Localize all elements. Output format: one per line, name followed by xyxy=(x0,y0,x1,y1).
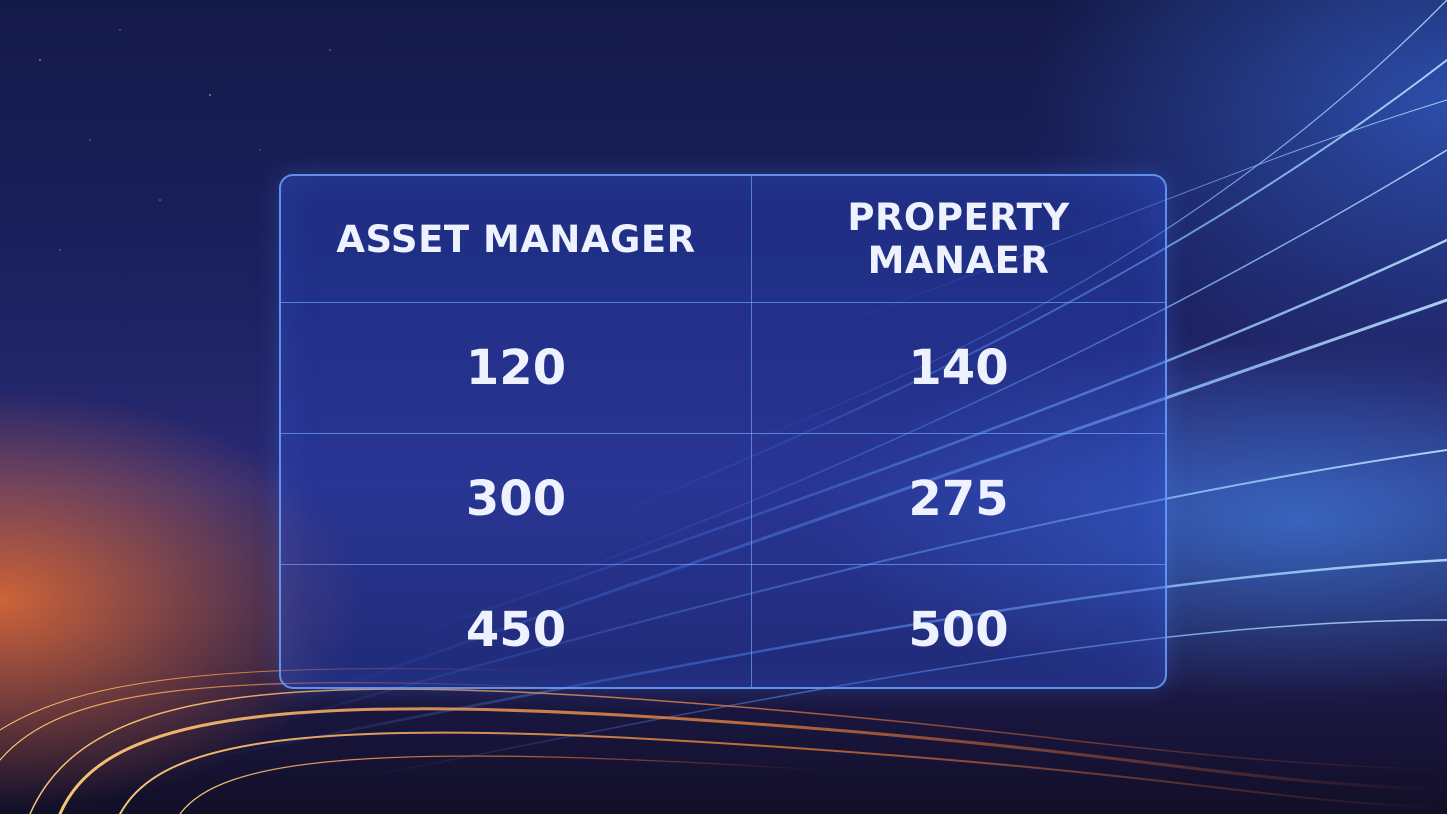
table-cell: 120 xyxy=(281,302,752,434)
table-cell: 300 xyxy=(281,433,752,565)
data-table: ASSET MANAGER PROPERTY MANAER 120 140 30… xyxy=(281,176,1165,687)
header-row: ASSET MANAGER PROPERTY MANAER xyxy=(281,176,1165,303)
data-table-container: ASSET MANAGER PROPERTY MANAER 120 140 30… xyxy=(279,174,1167,689)
column-header-asset-manager: ASSET MANAGER xyxy=(281,176,752,303)
table-cell: 140 xyxy=(751,302,1165,434)
table-cell: 450 xyxy=(281,564,752,687)
table-row: 300 275 xyxy=(281,433,1165,565)
table-row: 450 500 xyxy=(281,564,1165,687)
column-header-property-manager: PROPERTY MANAER xyxy=(751,176,1165,303)
table-row: 120 140 xyxy=(281,302,1165,434)
table-cell: 500 xyxy=(751,564,1165,687)
table-cell: 275 xyxy=(751,433,1165,565)
